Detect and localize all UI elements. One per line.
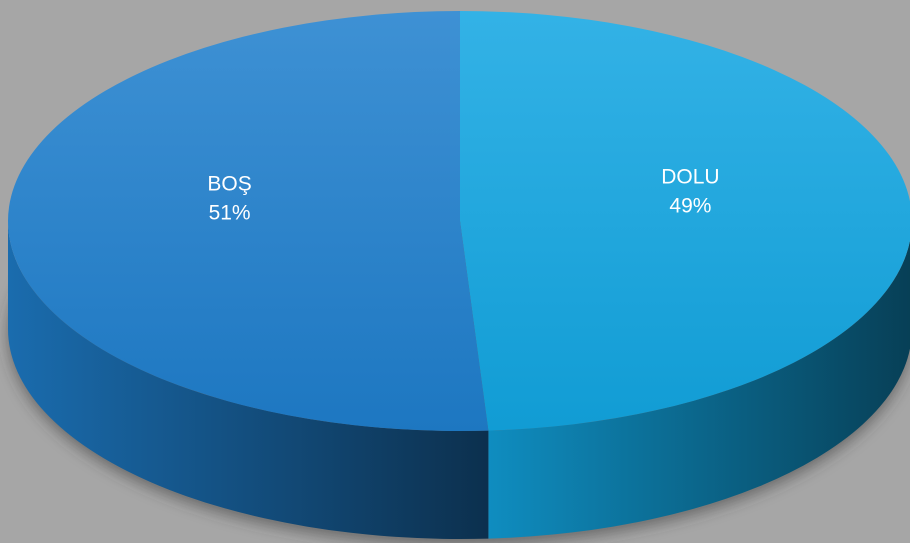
- pie-top: [7, 11, 910, 431]
- slice-category-label: DOLU: [661, 166, 719, 189]
- slice-percent-label: 49%: [669, 195, 711, 218]
- slice-percent-label: 51%: [209, 201, 251, 224]
- pie-labels: DOLU 49% BOŞ 51%: [207, 166, 719, 225]
- slice-category-label: BOŞ: [207, 172, 251, 195]
- pie-sides: [8, 221, 910, 539]
- pie-slice-boş: [7, 11, 489, 431]
- pie-slice-dolu: [460, 11, 910, 431]
- pie-side-boş: [8, 221, 489, 539]
- pie-side-dolu: [488, 240, 910, 539]
